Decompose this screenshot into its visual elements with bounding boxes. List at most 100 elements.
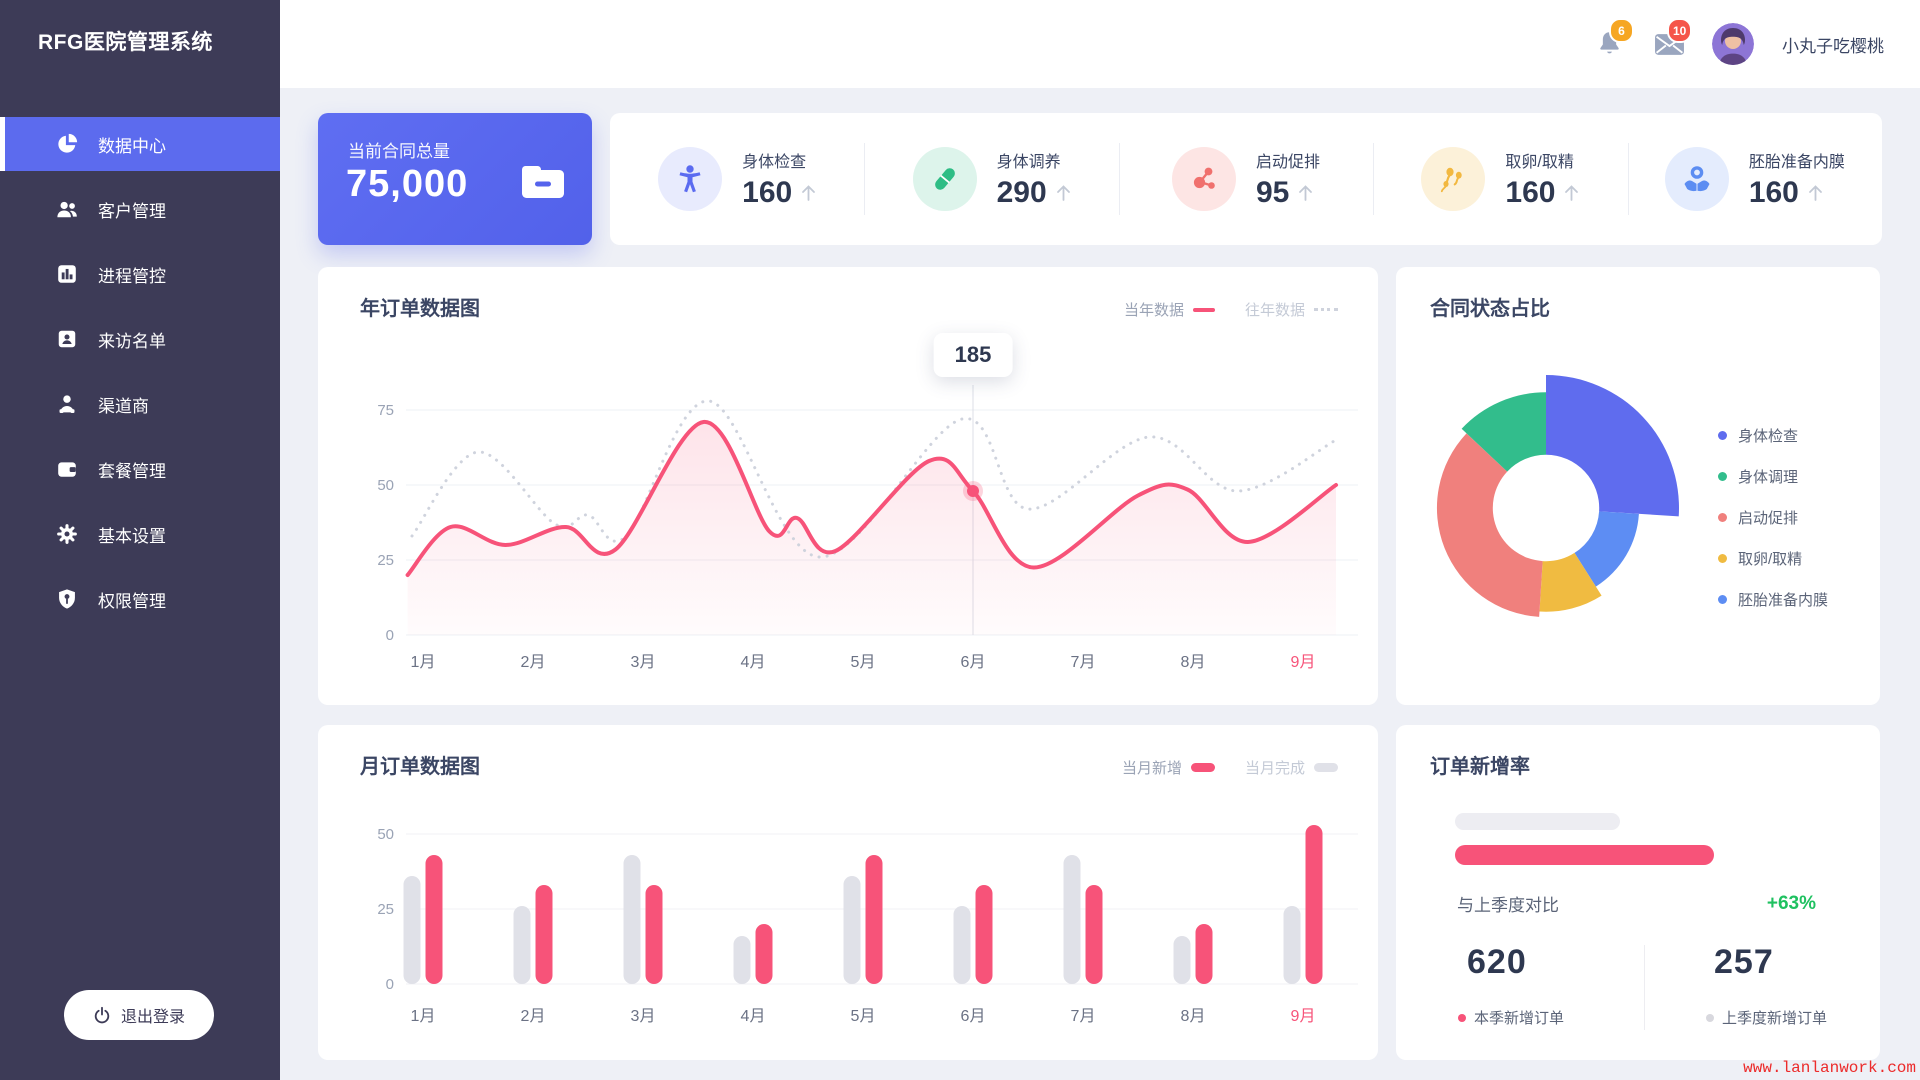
svg-text:2月: 2月 [521,654,546,671]
legend-past-year[interactable]: 往年数据 [1245,299,1338,320]
current-quarter-label: 本季新增订单 [1458,1007,1564,1028]
legend-label: 身体检查 [1738,428,1799,445]
users-icon [57,201,77,218]
legend-label: 当月新增 [1121,760,1182,777]
sidebar: RFG医院管理系统 数据中心 客户管理 进程管控 来访名单 渠道商 [0,0,280,1080]
legend-dot [1718,513,1727,522]
folder-icon [522,166,564,198]
svg-text:9月: 9月 [1291,1008,1316,1025]
svg-text:25: 25 [377,552,394,569]
compare-value: +63% [1766,892,1816,914]
year-line-chart[interactable]: 0 25 50 75 1月 2月 3月 4月 5月 6月 7月 8月 9月 [318,267,1378,705]
previous-quarter-label: 上季度新增订单 [1706,1007,1827,1028]
trend-up-icon [802,185,816,201]
stat-embryo-prep: 胚胎准备内膜 160 [1627,113,1882,245]
avatar-image [1712,23,1754,65]
svg-text:7月: 7月 [1071,1008,1096,1025]
stat-value: 160 [1505,176,1556,209]
bar-chart-icon [58,265,76,283]
legend-month-new[interactable]: 当月新增 [1122,757,1215,778]
sidebar-item-label: 进程管控 [98,266,166,286]
stat-label: 身体调养 [996,154,1061,171]
sidebar-item-packages[interactable]: 套餐管理 [0,442,280,496]
legend-label: 当年数据 [1123,302,1184,319]
sidebar-item-visitors[interactable]: 来访名单 [0,312,280,366]
svg-text:1月: 1月 [411,1008,436,1025]
trend-up-icon [1299,185,1313,201]
sperm-icon [1421,147,1486,211]
body-check-icon [658,147,723,211]
legend-pink-swatch [1190,763,1215,772]
pie-chart-icon [58,133,78,153]
legend-solid-swatch [1192,307,1215,312]
legend-current-year[interactable]: 当年数据 [1124,299,1215,320]
stat-value: 160 [1748,176,1799,209]
legend-dotted-swatch [1314,308,1338,311]
stats-card: 身体检查 160 身体调养 290 启动促排 95 [610,113,1882,245]
stat-label: 启动促排 [1256,154,1321,171]
contract-status-donut[interactable] [1402,359,1702,659]
stat-body-check: 身体检查 160 [610,113,864,245]
compare-label: 与上季度对比 [1457,896,1559,915]
sidebar-item-settings[interactable]: 基本设置 [0,507,280,561]
year-orders-panel: 年订单数据图 当年数据 往年数据 0 25 50 75 1月 2月 3月 4月 5月 6月 7月 8月… [318,267,1378,705]
avatar[interactable] [1712,23,1754,65]
legend-item[interactable]: 身体检查 [1718,425,1828,446]
sidebar-item-label: 基本设置 [98,526,166,546]
stat-body-care: 身体调养 290 [864,113,1118,245]
sidebar-item-process[interactable]: 进程管控 [0,247,280,301]
month-orders-panel: 月订单数据图 当月新增 当月完成 0 25 50 1月 2月 3月 4月 5月 6月 7月 8月 9月 [318,725,1378,1060]
contract-total-value: 75,000 [346,163,469,205]
current-quarter-bar [1455,845,1714,865]
power-icon [94,1006,110,1024]
quarter-compare-row: 与上季度对比 +63% [1457,891,1816,916]
messages-button[interactable]: 10 [1654,18,1693,59]
trend-up-icon [1056,185,1070,201]
id-card-icon [58,330,76,348]
legend-item[interactable]: 启动促排 [1718,507,1828,528]
svg-text:1月: 1月 [411,654,436,671]
legend-gray-swatch [1314,763,1338,772]
stat-label: 身体检查 [742,154,807,171]
svg-text:8月: 8月 [1181,654,1206,671]
top-header: 6 10 小丸子吃樱桃 [280,0,1920,88]
current-quarter-value: 620 [1467,943,1527,981]
chart-tooltip: 185 [933,333,1013,377]
svg-text:8月: 8月 [1181,1008,1206,1025]
gear-icon [57,524,77,544]
svg-text:5月: 5月 [851,654,876,671]
contract-status-panel: 合同状态占比 身体检查 身体调理 启动促排 取卵/取精 胚胎准备内膜 [1396,267,1880,705]
notifications-button[interactable]: 6 [1596,18,1634,59]
previous-quarter-value: 257 [1714,943,1774,981]
legend-month-done[interactable]: 当月完成 [1245,757,1338,778]
svg-text:6月: 6月 [961,1008,986,1025]
sidebar-item-data-center[interactable]: 数据中心 [0,117,280,171]
sidebar-nav: 数据中心 客户管理 进程管控 来访名单 渠道商 套餐管理 [0,117,280,637]
legend-item[interactable]: 取卵/取精 [1718,548,1828,569]
user-name[interactable]: 小丸子吃樱桃 [1782,36,1884,56]
legend-dot [1718,554,1727,563]
sidebar-item-channel[interactable]: 渠道商 [0,377,280,431]
molecule-icon [1172,147,1236,211]
previous-quarter-bar [1455,813,1620,830]
hands-care-icon [1664,147,1729,211]
wallet-icon [58,462,76,477]
legend-label: 当月完成 [1244,760,1305,777]
logout-button[interactable]: 退出登录 [64,990,214,1040]
year-chart-legend: 当年数据 往年数据 [1124,299,1338,320]
sidebar-item-customers[interactable]: 客户管理 [0,182,280,236]
sidebar-item-permissions[interactable]: 权限管理 [0,572,280,626]
mail-badge: 10 [1667,18,1693,43]
metric-label-text: 本季新增订单 [1474,1010,1565,1027]
stat-value: 160 [742,176,793,209]
legend-item[interactable]: 身体调理 [1718,466,1828,487]
stat-value: 290 [996,176,1047,209]
sidebar-item-label: 来访名单 [98,331,166,351]
metric-dot [1458,1013,1466,1022]
month-bar-chart[interactable]: 0 25 50 1月 2月 3月 4月 5月 6月 7月 8月 9月 [318,725,1378,1060]
app-title: RFG医院管理系统 [38,31,213,54]
svg-text:0: 0 [386,627,394,644]
legend-item[interactable]: 胚胎准备内膜 [1718,589,1828,610]
trend-up-icon [1808,185,1822,201]
